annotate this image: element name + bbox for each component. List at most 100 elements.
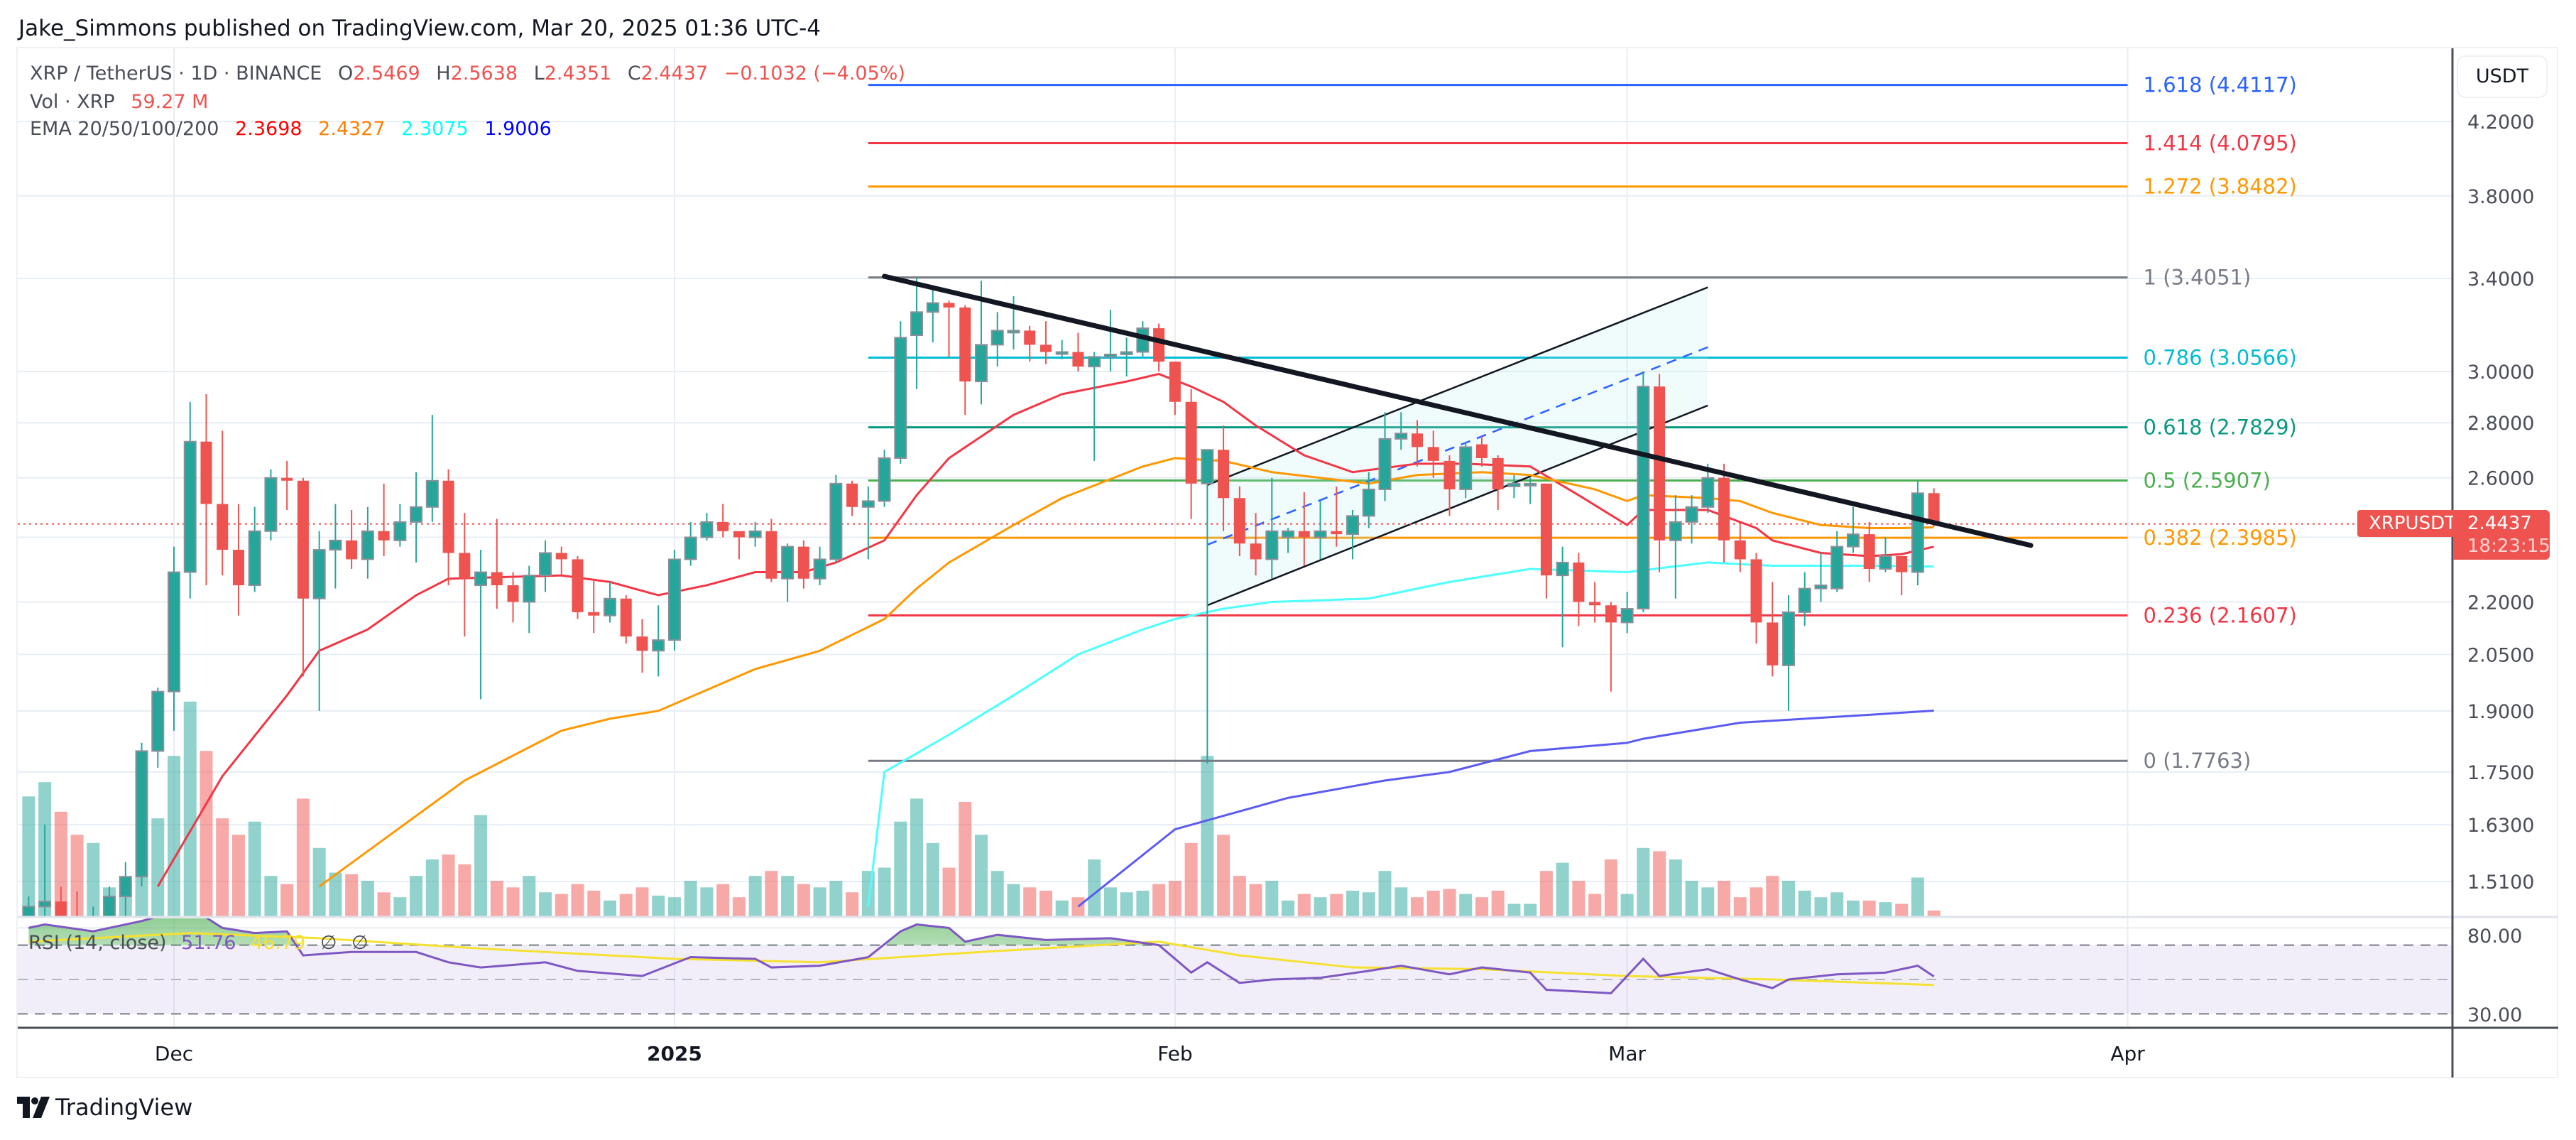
candle-body [846, 483, 858, 507]
volume-bar [765, 871, 778, 917]
volume-bar [1862, 900, 1876, 917]
price-tick-label: 1.7500 [2467, 762, 2534, 784]
currency-button[interactable]: USDT [2457, 55, 2548, 98]
volume-bar [1249, 884, 1262, 917]
candle-body [297, 480, 309, 599]
price-tick-label: 1.9000 [2467, 701, 2534, 723]
volume-bar [797, 884, 810, 917]
volume-bar [571, 884, 584, 917]
candle-body [38, 901, 52, 908]
gridlines [18, 48, 2452, 1027]
volume-bar [748, 876, 762, 917]
ema-label: EMA 20/50/100/200 [30, 118, 219, 140]
volume-bar [87, 842, 100, 917]
volume-bar [990, 871, 1004, 917]
volume-bar [264, 876, 278, 917]
volume-bar [1120, 892, 1133, 917]
candle-body [1589, 602, 1601, 606]
fib-level-label: 0.5 (2.5907) [2144, 468, 2271, 492]
volume-bar [684, 881, 697, 917]
volume-bar [474, 815, 488, 917]
candle-body [1734, 540, 1746, 560]
rsi-ma-line [28, 932, 1934, 987]
price-tick-label: 2.2000 [2467, 592, 2534, 614]
time-tick-label: Mar [1608, 1042, 1646, 1065]
volume-bar [1088, 859, 1101, 917]
candle-body [1718, 477, 1730, 541]
symbol-legend[interactable]: XRP / TetherUS · 1D · BINANCE O2.5469 H2… [30, 63, 915, 85]
candle-body [474, 571, 488, 586]
volume-bar [1782, 881, 1795, 917]
candle-body [588, 612, 600, 616]
volume-bar [1685, 881, 1698, 917]
volume-bar [700, 887, 714, 917]
candle-body [1782, 611, 1795, 666]
candle-body [878, 457, 891, 502]
last-price-tag: 2.4437 18:23:15 [2453, 510, 2550, 560]
candle-body [555, 553, 567, 560]
volume-bar [555, 894, 568, 917]
candle-body [1153, 328, 1165, 362]
candle-body [393, 521, 407, 541]
time-tick-label: Dec [155, 1042, 193, 1065]
volume-bar [1378, 871, 1392, 917]
candles [22, 273, 2034, 917]
volume-bars [22, 701, 1941, 917]
volume-bar [1620, 894, 1634, 917]
candle-body [119, 876, 132, 898]
candle-body [1685, 506, 1698, 523]
fib-level-label: 0.618 (2.7829) [2144, 416, 2297, 440]
volume-bar [22, 796, 36, 917]
volume-bar [490, 881, 503, 917]
ema-legend[interactable]: EMA 20/50/100/200 2.3698 2.4327 2.3075 1… [30, 118, 562, 140]
volume-bar [716, 884, 730, 917]
volume-bar [652, 895, 665, 917]
volume-bar [1556, 862, 1569, 917]
rsi-legend[interactable]: RSI (14, close) 51.76 46.79 ∅ ∅ [28, 932, 377, 954]
candle-body [1507, 482, 1521, 487]
open-label: O [337, 63, 354, 85]
candle-body [312, 549, 326, 599]
time-tick-label: Apr [2110, 1042, 2145, 1065]
volume-bar [1152, 884, 1166, 917]
descending-trendline [882, 273, 2034, 548]
volume-bar [1282, 900, 1295, 917]
candle-body [1331, 531, 1343, 535]
volume-bar [442, 854, 455, 917]
price-tick-label: 2.6000 [2467, 468, 2534, 490]
candle-body [1556, 561, 1569, 577]
candle-body [1524, 482, 1537, 487]
candle-body [1233, 498, 1245, 544]
rsi-value: 51.76 [181, 932, 236, 954]
volume-bar [1136, 890, 1150, 917]
volume-bar [894, 821, 907, 917]
volume-bar [1830, 892, 1844, 917]
change-value: −0.1032 (−4.05%) [724, 63, 905, 85]
volume-bar [1346, 890, 1360, 917]
candle-body [667, 558, 681, 641]
candle-body [1024, 330, 1036, 345]
candle-body [781, 545, 795, 580]
candle-body [1620, 608, 1634, 624]
rsi-ma-value: 46.79 [251, 932, 306, 954]
channel-median-line [1206, 346, 1708, 546]
candle-body [748, 530, 762, 538]
candle-body [1427, 447, 1439, 461]
candle-body [684, 536, 697, 560]
volume-bar [425, 859, 439, 917]
candle-body [135, 750, 148, 878]
rsi-line [28, 918, 1935, 994]
volume-bar [1184, 842, 1198, 917]
volume-legend[interactable]: Vol · XRP 59.27 M [30, 91, 218, 113]
volume-bar [846, 892, 859, 917]
volume-bar [1491, 890, 1505, 917]
high-label: H [436, 63, 451, 85]
volume-bar [959, 801, 972, 917]
candle-body [410, 506, 423, 523]
volume-bar [1297, 894, 1311, 917]
candle-body [1814, 584, 1828, 590]
tradingview-logo[interactable]: TradingView [17, 1094, 192, 1121]
candle-body [168, 571, 180, 693]
ema20-value: 2.3698 [235, 118, 302, 140]
